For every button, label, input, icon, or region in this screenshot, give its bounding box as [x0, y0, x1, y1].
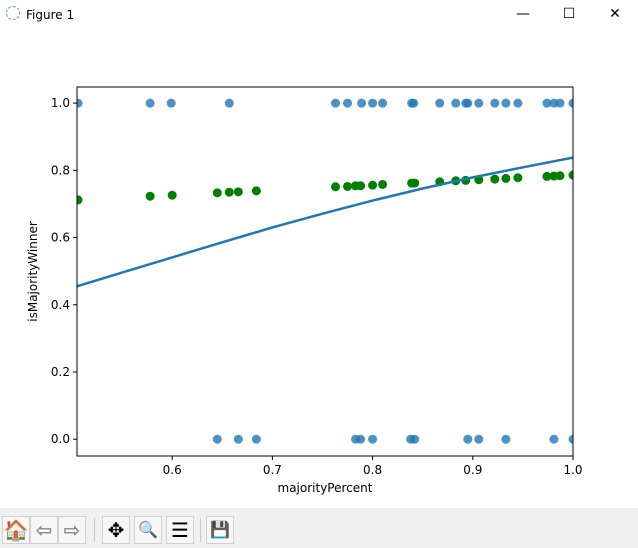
actual-point	[145, 98, 155, 108]
save-button[interactable]: 💾	[206, 516, 234, 544]
axes-frame	[76, 86, 574, 457]
predicted-point	[368, 180, 378, 190]
actual-point	[166, 98, 176, 108]
y-tick-label: 1.0	[51, 96, 70, 110]
actual-point	[474, 434, 484, 444]
x-tick-label: 0.8	[363, 463, 382, 477]
actual-point	[549, 434, 559, 444]
actual-point	[77, 98, 83, 108]
y-tick-label: 0.2	[51, 365, 70, 379]
actual-point	[568, 98, 573, 108]
predicted-point	[542, 171, 552, 181]
app-icon	[6, 6, 20, 20]
predicted-point	[145, 191, 155, 201]
predicted-point	[224, 187, 234, 197]
actual-point	[463, 98, 473, 108]
actual-point	[212, 434, 222, 444]
y-tick-label: 0.4	[51, 298, 70, 312]
actual-point	[501, 98, 511, 108]
actual-point	[463, 434, 473, 444]
predicted-point	[233, 187, 243, 197]
y-tick-label: 0.6	[51, 231, 70, 245]
actual-point	[357, 98, 367, 108]
actual-point	[513, 98, 523, 108]
y-tick-label: 0.8	[51, 163, 70, 177]
predicted-point	[167, 190, 177, 200]
figure-canvas: 0.6 0.7 0.8 0.9 1.0 0.0 0.2 0.4 0.6 0.8 1.0 majorit…	[26, 86, 583, 495]
actual-point	[501, 434, 511, 444]
pan-button[interactable]: ✥	[102, 516, 130, 544]
title-bar: Figure 1 — ☐ ✕	[0, 0, 638, 30]
window-title: Figure 1	[26, 8, 75, 22]
logistic-curve	[77, 156, 573, 288]
actual-point	[368, 98, 378, 108]
x-tick-label: 0.6	[163, 463, 182, 477]
x-tick-label: 0.9	[463, 463, 482, 477]
actual-point	[474, 98, 484, 108]
actual-point	[356, 434, 366, 444]
actual-point	[542, 98, 552, 108]
predicted-point	[410, 178, 420, 188]
home-button[interactable]: 🏠	[2, 516, 30, 544]
actual-point	[251, 434, 261, 444]
navigation-toolbar: 🏠 ⇦ ⇨ ✥ 🔍 ☰ 💾	[0, 508, 638, 548]
close-button[interactable]: ✕	[609, 6, 621, 22]
back-button[interactable]: ⇦	[30, 516, 58, 544]
x-tick-label: 1.0	[563, 463, 582, 477]
actual-point	[409, 98, 419, 108]
forward-button[interactable]: ⇨	[58, 516, 86, 544]
maximize-button[interactable]: ☐	[562, 6, 576, 22]
predicted-point	[331, 182, 341, 192]
actual-point	[435, 98, 445, 108]
actual-point	[331, 98, 341, 108]
toolbar-separator	[200, 518, 201, 542]
configure-subplots-button[interactable]: ☰	[166, 516, 194, 544]
predicted-point	[212, 188, 222, 198]
predicted-point	[555, 171, 565, 181]
actual-point	[451, 98, 461, 108]
predicted-point	[251, 186, 261, 196]
predicted-point	[356, 181, 366, 191]
zoom-button[interactable]: 🔍	[134, 516, 162, 544]
actual-point	[343, 98, 353, 108]
actual-point	[490, 98, 500, 108]
predicted-point	[378, 179, 388, 189]
minimize-button[interactable]: —	[516, 6, 530, 22]
actual-point	[568, 434, 573, 444]
y-tick-label: 0.0	[51, 432, 70, 446]
actual-point	[368, 434, 378, 444]
predicted-point	[513, 173, 523, 183]
actual-point	[233, 434, 243, 444]
toolbar-separator	[94, 518, 95, 542]
x-axis-label: majorityPercent	[278, 481, 373, 495]
predicted-point	[501, 173, 511, 183]
predicted-point	[77, 195, 83, 205]
actual-point	[378, 98, 388, 108]
actual-point	[555, 98, 565, 108]
plot-area	[77, 98, 573, 444]
x-tick-label: 0.7	[263, 463, 282, 477]
actual-point	[224, 98, 234, 108]
predicted-point	[568, 170, 573, 180]
predicted-point	[490, 174, 500, 184]
actual-point	[410, 434, 420, 444]
predicted-point	[343, 181, 353, 191]
y-axis-label: isMajorityWinner	[26, 221, 40, 322]
